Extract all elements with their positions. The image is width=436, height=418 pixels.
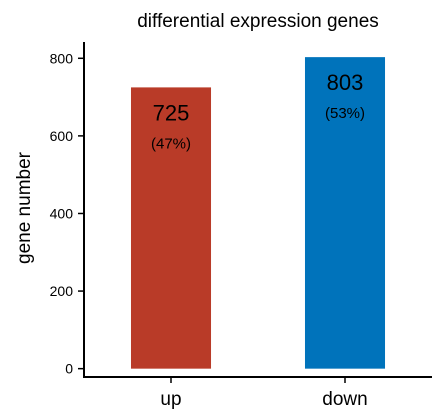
bar-down	[304, 57, 386, 369]
bar-up	[130, 87, 212, 369]
x-axis: up down	[83, 376, 432, 410]
bars-group	[130, 57, 386, 369]
y-tick-label-400: 400	[50, 205, 74, 221]
x-tick-label-up: up	[160, 389, 181, 410]
value-label-down: 803	[327, 70, 364, 95]
y-tick-label-600: 600	[50, 128, 74, 144]
value-label-up: 725	[153, 100, 190, 125]
y-tick-label-800: 800	[50, 50, 74, 66]
y-tick-label-0: 0	[65, 361, 73, 377]
y-tick-label-200: 200	[50, 283, 74, 299]
percent-label-down: (53%)	[325, 105, 365, 122]
x-tick-label-down: down	[322, 389, 367, 410]
chart-title: differential expression genes	[137, 11, 379, 32]
percent-label-up: (47%)	[151, 135, 191, 152]
data-labels-group: 725 (47%) 803 (53%)	[151, 70, 365, 152]
y-axis: 0 200 400 600 800	[50, 42, 85, 378]
y-axis-label: gene number	[14, 151, 35, 264]
